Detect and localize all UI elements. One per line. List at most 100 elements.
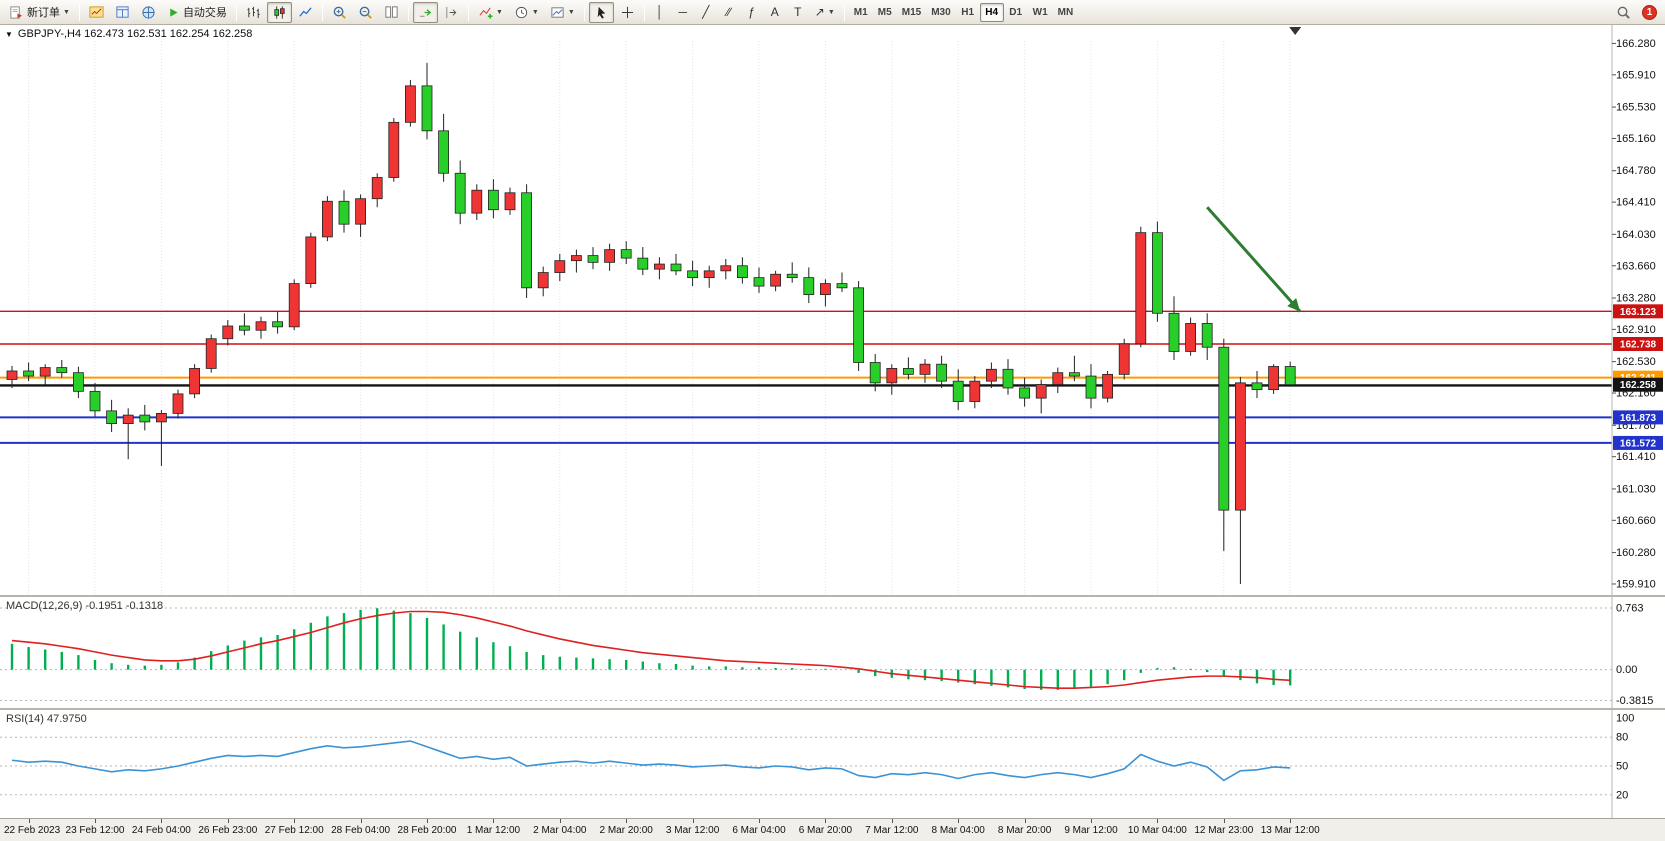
price-tick-label: 162.530 — [1616, 356, 1656, 368]
price-label-box — [1613, 336, 1663, 351]
price-tick-label: 166.280 — [1616, 38, 1656, 50]
candle-body — [571, 255, 582, 262]
panel-separator — [0, 595, 1665, 597]
navigator-button[interactable] — [136, 2, 161, 23]
toolbar-separator — [843, 3, 845, 21]
candle-body — [438, 130, 450, 174]
candlestick-chart-button[interactable] — [266, 1, 292, 23]
periods-button[interactable]: ▼ — [509, 2, 544, 23]
chart-area[interactable]: 166.280 165.910 165.530 165.160 164.780 164.4… — [0, 25, 1665, 841]
time-axis-tick — [958, 819, 960, 823]
arrows-button[interactable]: ↗ ▼ — [810, 2, 840, 23]
price-label-box — [1613, 435, 1663, 450]
line-chart-button[interactable] — [293, 2, 318, 23]
toolbar-right-group: 1 — [1611, 2, 1661, 23]
market-watch-button[interactable] — [110, 2, 135, 23]
vertical-line-button[interactable]: │ — [649, 2, 671, 23]
crosshair-button[interactable] — [615, 2, 640, 23]
zoom-out-button[interactable] — [353, 2, 378, 23]
candle-body — [106, 410, 117, 424]
candle-body — [1019, 387, 1030, 399]
time-axis-tick — [692, 819, 694, 823]
toolbar-separator — [583, 3, 585, 21]
price-tick-label: 164.030 — [1616, 229, 1656, 241]
candle-body — [1102, 373, 1113, 399]
candle-body — [936, 363, 947, 382]
toolbar-separator — [407, 3, 409, 21]
rsi-axis-label: 100 — [1616, 713, 1634, 725]
trend-arrow-head — [1287, 298, 1301, 312]
candle-body — [238, 325, 250, 331]
timeframe-button-h4[interactable]: H4 — [979, 2, 1004, 22]
time-axis-label: 10 Mar 04:00 — [1127, 825, 1187, 836]
candle-body — [1152, 232, 1163, 314]
rsi-axis-label: 80 — [1616, 732, 1628, 744]
candle-body — [786, 273, 798, 279]
zoom-in-button[interactable] — [327, 2, 352, 23]
notification-badge[interactable]: 1 — [1642, 4, 1657, 20]
new-chart-button[interactable] — [84, 2, 109, 23]
rsi-indicator-label: RSI(14) 47.9750 — [6, 713, 87, 725]
candle-body — [1185, 323, 1196, 352]
candle-body — [288, 283, 300, 328]
autotrading-button[interactable]: 自动交易 — [162, 2, 232, 23]
toolbar-separator — [235, 3, 237, 21]
time-axis-label: 3 Mar 12:00 — [665, 825, 720, 836]
timeframe-button-m30[interactable]: M30 — [931, 6, 951, 18]
candle-body — [969, 380, 981, 402]
timeframe-button-m15[interactable]: M15 — [901, 6, 922, 18]
toolbar-separator — [467, 3, 469, 21]
chart-menu-button[interactable]: ▼ — [5, 29, 13, 39]
cursor-button[interactable] — [588, 1, 614, 23]
candle-body — [1218, 346, 1230, 511]
time-axis[interactable]: 22 Feb 2023 23 Feb 12:00 24 Feb 04:00 26 Fe… — [0, 818, 1665, 841]
candle-body — [6, 370, 18, 380]
label-button[interactable]: T — [787, 2, 809, 23]
timeframe-button-mn[interactable]: MN — [1057, 6, 1074, 18]
price-label-text: 162.738 — [1620, 339, 1657, 350]
timeframe-button-m5[interactable]: M5 — [877, 6, 892, 18]
candle-body — [637, 257, 649, 270]
candle-body — [1201, 323, 1213, 348]
timeframe-button-h1[interactable]: H1 — [961, 6, 975, 18]
price-tick-label: 165.530 — [1616, 102, 1656, 114]
text-button[interactable]: A — [764, 2, 786, 23]
zoom-out-icon — [359, 6, 372, 19]
indicators-button[interactable]: ▼ — [473, 2, 508, 23]
new-chart-icon — [89, 5, 104, 18]
trendline-button[interactable]: ╱ — [695, 2, 717, 23]
search-button[interactable] — [1611, 2, 1636, 23]
candle-body — [1085, 375, 1097, 399]
price-chart-canvas[interactable]: 166.280 165.910 165.530 165.160 164.780 164.4… — [0, 25, 1665, 841]
time-axis-label: 12 Mar 23:00 — [1194, 825, 1254, 836]
chart-shift-marker[interactable] — [1289, 27, 1302, 35]
price-tick-label: 165.910 — [1616, 69, 1656, 81]
channel-button[interactable]: ∕∕ — [718, 2, 740, 23]
timeframe-button-m1[interactable]: M1 — [853, 6, 868, 18]
templates-button[interactable]: ▼ — [545, 2, 580, 23]
tile-windows-button[interactable] — [379, 2, 404, 23]
price-tick-label: 161.030 — [1616, 483, 1656, 495]
candle-body — [1118, 343, 1130, 375]
new-order-button[interactable]: 新订单 ▼ — [4, 2, 75, 23]
macd-indicator-label: MACD(12,26,9) -0.1951 -0.1318 — [6, 600, 164, 612]
chart-title: ▼ GBPJPY-,H4 162.473 162.531 162.254 162… — [5, 28, 252, 40]
chevron-down-icon: ▼ — [531, 8, 539, 16]
autotrading-label: 自动交易 — [182, 7, 227, 19]
auto-scroll-button[interactable] — [412, 1, 438, 23]
time-axis-tick — [1091, 819, 1092, 823]
price-label-text: 161.572 — [1620, 438, 1657, 449]
timeframe-button-d1[interactable]: D1 — [1009, 6, 1023, 18]
fibonacci-button[interactable]: ƒ — [741, 2, 763, 23]
macd-panel: 0.763 0.00 -0.3815 — [0, 603, 1653, 707]
timeframe-button-w1[interactable]: W1 — [1032, 6, 1048, 18]
chevron-down-icon: ▼ — [495, 8, 503, 16]
time-axis-tick — [1024, 819, 1026, 823]
bar-chart-button[interactable] — [241, 2, 266, 23]
trend-arrow-annotation[interactable] — [1206, 206, 1302, 313]
price-tick-label: 162.910 — [1616, 324, 1656, 336]
horizontal-line-button[interactable]: ─ — [672, 2, 694, 23]
price-tick-label: 163.660 — [1616, 260, 1656, 272]
chart-shift-button[interactable] — [439, 2, 464, 23]
time-axis-tick — [1290, 819, 1292, 823]
